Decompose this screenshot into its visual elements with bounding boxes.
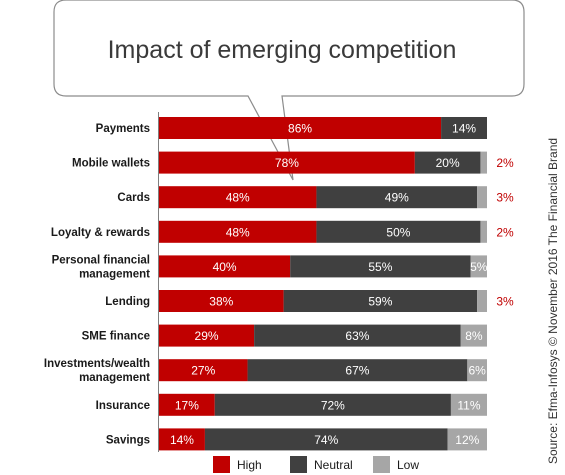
data-label-cards-neutral: 49%: [385, 191, 409, 205]
data-label-insurance-neutral: 72%: [321, 398, 345, 412]
category-label-cards: Cards: [117, 192, 150, 204]
data-label-lending-neutral: 59%: [368, 295, 392, 309]
legend: High Neutral Low: [213, 456, 419, 473]
category-label-investments-wealth-management: Investments/wealth management: [44, 358, 150, 384]
bar-personal-financial-management-high: [159, 255, 291, 278]
source-note: Source: Efma-Infosys © November 2016 The…: [546, 138, 560, 464]
legend-swatch-neutral: [290, 456, 307, 473]
bar-loyalty-rewards-neutral: [316, 220, 481, 243]
category-label-sme-finance: SME finance: [82, 331, 150, 343]
data-label-personal-financial-management-high: 40%: [213, 260, 237, 274]
bar-investments-wealth-management-high: [159, 359, 248, 382]
data-label-insurance-low: 11%: [457, 398, 480, 412]
bar-insurance-high: [159, 393, 215, 416]
segment-labels: 86% 14% 78% 20% 2% 48% 49% 3% 48% 50% 2% 40% 55% 5% 38…: [170, 122, 514, 447]
bar-lending-high: [159, 290, 284, 312]
category-labels: Payments Mobile wallets Cards Loyalty & rew…: [44, 123, 150, 446]
category-label-savings: Savings: [106, 434, 150, 446]
data-label-payments-neutral: 14%: [452, 122, 476, 136]
data-label-sme-finance-low: 8%: [465, 329, 483, 343]
data-label-lending-low: 3%: [496, 295, 514, 309]
legend-swatch-high: [213, 456, 230, 473]
data-label-investments-wealth-management-low: 6%: [468, 364, 486, 378]
bar-personal-financial-management-neutral: [290, 255, 471, 278]
data-label-loyalty-rewards-low: 2%: [496, 225, 514, 239]
chart-title: Impact of emerging competition: [108, 36, 457, 64]
bar-lending-neutral: [283, 290, 478, 312]
data-label-mobile-wallets-neutral: 20%: [436, 156, 460, 170]
bar-mobile-wallets-neutral: [414, 151, 481, 174]
bar-cards-neutral: [316, 186, 478, 209]
category-label-mobile-wallets: Mobile wallets: [72, 158, 150, 170]
bar-investments-wealth-management-low: [467, 359, 487, 382]
legend-item-neutral: Neutral: [290, 456, 353, 473]
bar-sme-finance-neutral: [254, 324, 461, 347]
bar-cards-high: [159, 186, 317, 209]
bar-payments-high: [159, 117, 442, 139]
data-label-savings-neutral: 74%: [314, 433, 338, 447]
bar-payments-neutral: [441, 117, 487, 139]
bar-savings-neutral: [204, 428, 448, 451]
data-label-mobile-wallets-low: 2%: [496, 156, 514, 170]
bar-savings-high: [159, 428, 205, 451]
bar-investments-wealth-management-neutral: [247, 359, 468, 382]
legend-swatch-low: [373, 456, 390, 473]
category-label-payments: Payments: [96, 123, 150, 135]
data-label-investments-wealth-management-neutral: 67%: [345, 364, 369, 378]
data-label-investments-wealth-management-high: 27%: [191, 364, 215, 378]
data-label-loyalty-rewards-neutral: 50%: [386, 225, 410, 239]
data-label-lending-high: 38%: [209, 295, 233, 309]
category-label-insurance: Insurance: [96, 400, 150, 412]
legend-label-high: High: [237, 458, 262, 472]
data-label-sme-finance-high: 29%: [195, 329, 219, 343]
bar-mobile-wallets-low: [480, 151, 487, 174]
data-label-payments-high: 86%: [288, 122, 312, 136]
bar-loyalty-rewards-high: [159, 220, 317, 243]
bar-personal-financial-management-low: [470, 255, 487, 278]
legend-label-low: Low: [397, 458, 419, 472]
data-label-personal-financial-management-neutral: 55%: [368, 260, 392, 274]
data-label-insurance-high: 17%: [175, 398, 199, 412]
data-label-sme-finance-neutral: 63%: [345, 329, 369, 343]
bar-sme-finance-high: [159, 324, 255, 347]
data-label-savings-high: 14%: [170, 433, 194, 447]
data-label-loyalty-rewards-high: 48%: [226, 225, 250, 239]
category-label-personal-financial-management: Personal financial management: [52, 254, 151, 280]
bar-cards-low: [477, 186, 487, 209]
bar-lending-low: [477, 290, 487, 312]
bar-mobile-wallets-high: [159, 151, 415, 174]
data-label-mobile-wallets-high: 78%: [275, 156, 299, 170]
data-label-personal-financial-management-low: 5%: [470, 260, 488, 274]
data-label-cards-low: 3%: [496, 191, 514, 205]
legend-item-low: Low: [373, 456, 419, 473]
bar-insurance-low: [450, 393, 487, 416]
legend-label-neutral: Neutral: [314, 458, 353, 472]
data-label-savings-low: 12%: [455, 433, 479, 447]
bar-sme-finance-low: [460, 324, 487, 347]
bar-loyalty-rewards-low: [480, 220, 487, 243]
legend-item-high: High: [213, 456, 262, 473]
category-label-loyalty-rewards: Loyalty & rewards: [51, 227, 150, 239]
data-label-cards-high: 48%: [226, 191, 250, 205]
bars: [159, 117, 487, 451]
bar-insurance-neutral: [214, 393, 451, 416]
category-label-lending: Lending: [105, 296, 150, 308]
bar-savings-low: [447, 428, 487, 451]
